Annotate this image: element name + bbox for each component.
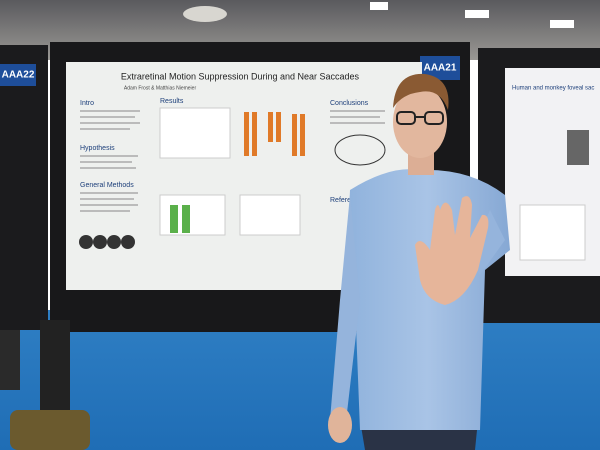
- poster-discs: [79, 235, 135, 249]
- poster-figure: [159, 194, 226, 236]
- hand: [328, 407, 352, 443]
- poster-bar: [170, 205, 178, 233]
- sign-label: AAA22: [2, 70, 35, 81]
- poster-section: General Methods: [80, 182, 134, 189]
- poster-figure: [239, 194, 301, 236]
- hair: [393, 73, 449, 110]
- glasses: [396, 111, 444, 125]
- poster-title: Extraretinal Motion Suppression During a…: [121, 71, 360, 81]
- poster-section: Results: [160, 98, 184, 105]
- poster-figure: [519, 204, 586, 261]
- poster-authors: Adam Frost & Matthias Niemeier: [124, 85, 197, 91]
- ceiling-light: [550, 20, 574, 28]
- poster-bars: [244, 112, 305, 156]
- carpet: [0, 310, 600, 450]
- poster-section: Conclusions: [330, 100, 369, 107]
- poster-section: Hypothesis: [80, 145, 115, 152]
- poster-figure: [567, 130, 589, 165]
- board-sign: [0, 64, 36, 86]
- arm: [330, 195, 360, 430]
- poster-bar: [182, 205, 190, 233]
- ceiling-light: [183, 6, 227, 22]
- person: [0, 330, 20, 390]
- poster-title: Human and monkey foveal sac: [512, 86, 594, 92]
- poster-brain: [334, 134, 386, 166]
- poster-board: [0, 45, 48, 330]
- bag: [10, 410, 90, 450]
- poster-section: Intro: [80, 100, 94, 107]
- sign-label: AAA21: [424, 63, 457, 74]
- ceiling-light: [465, 10, 489, 18]
- head: [393, 86, 447, 158]
- raised-hand: [415, 196, 489, 305]
- poster-text-lines: [80, 110, 385, 212]
- poster-figure: [159, 107, 231, 159]
- ceiling-light: [370, 2, 388, 10]
- poster-section: References: [330, 197, 366, 204]
